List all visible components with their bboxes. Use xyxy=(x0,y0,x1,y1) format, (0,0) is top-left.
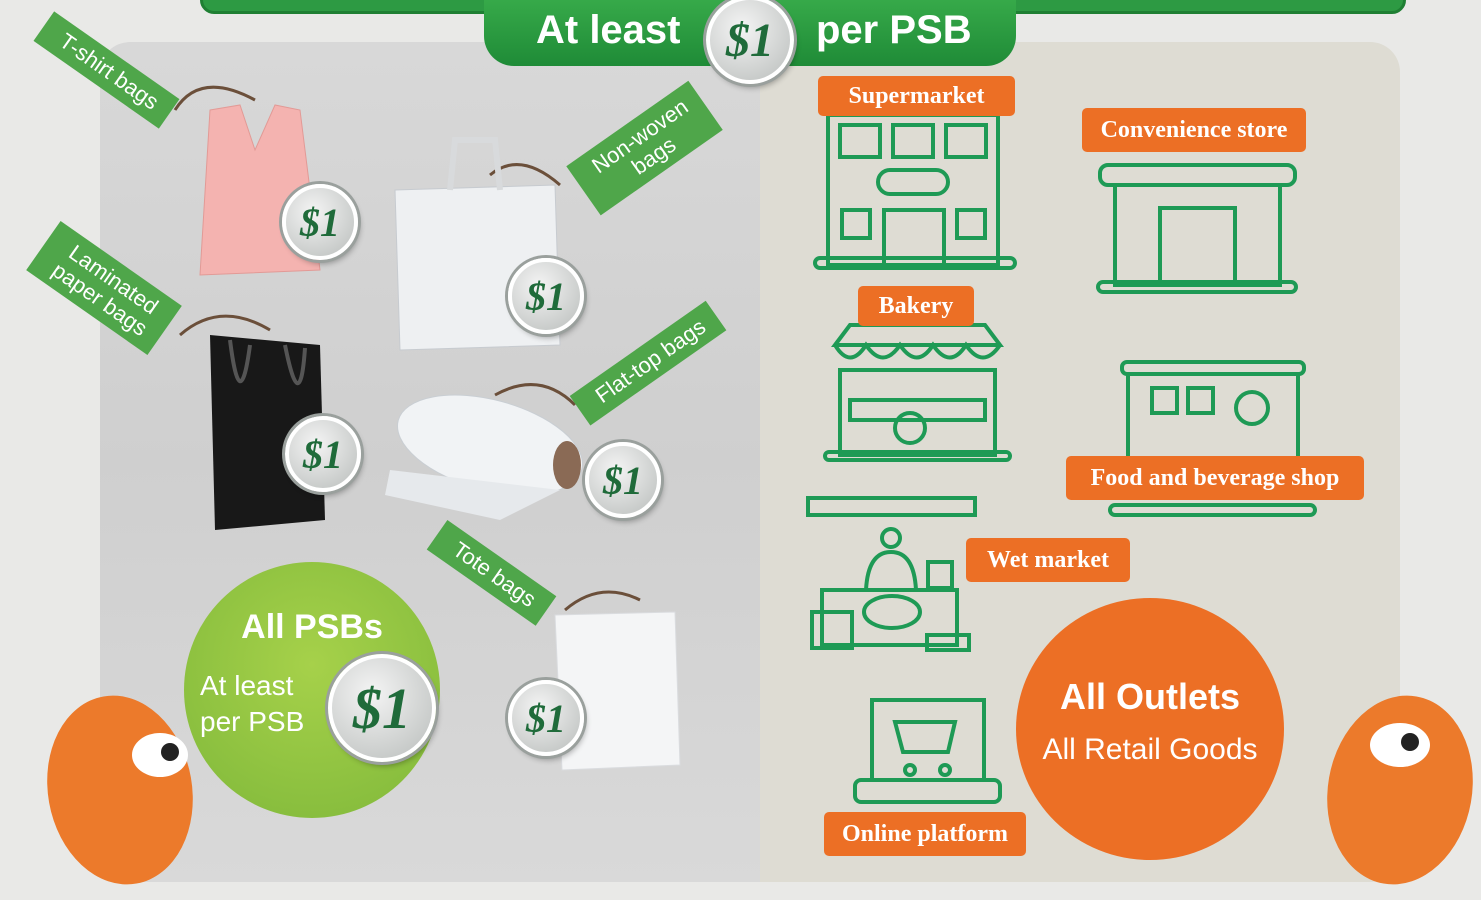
outlet-label: Wet market xyxy=(966,538,1130,582)
bubble-line: per PSB xyxy=(200,704,304,740)
outlet-label: Food and beverage shop xyxy=(1066,456,1364,500)
price-coin: $1 xyxy=(585,442,661,518)
right-bubble: All Outlets All Retail Goods xyxy=(1016,598,1284,860)
price-coin: $1 xyxy=(508,258,584,334)
outlet-label: Online platform xyxy=(824,812,1026,856)
outlet-label: Convenience store xyxy=(1082,108,1306,152)
price-coin: $1 xyxy=(282,184,358,260)
bubble-title: All PSBs xyxy=(184,608,440,647)
outlet-label: Supermarket xyxy=(818,76,1015,116)
price-coin: $1 xyxy=(508,680,584,756)
outlet-label: Bakery xyxy=(858,286,974,326)
price-coin: $1 xyxy=(328,654,436,762)
infographic: At least $1 per PSB xyxy=(0,0,1481,900)
mascot xyxy=(33,684,208,896)
bubble-text: All Retail Goods xyxy=(1016,733,1284,767)
price-coin: $1 xyxy=(285,416,361,492)
mascot xyxy=(1313,684,1481,896)
bubble-title: All Outlets xyxy=(1016,676,1284,718)
bubble-line: At least xyxy=(200,668,304,704)
